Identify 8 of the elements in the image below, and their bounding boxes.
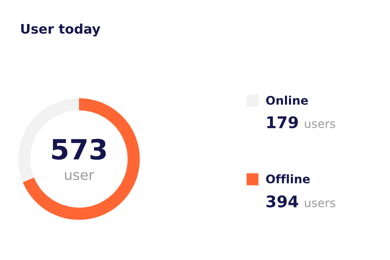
- text: 573: [52, 138, 106, 160]
- data-label: 179 users: [267, 116, 336, 128]
- data-label: 394 users: [266, 195, 336, 208]
- chart-title: User today: [21, 24, 100, 36]
- text: user: [65, 172, 94, 180]
- legend-label: Offline: [266, 174, 310, 184]
- legend-label: Online: [266, 96, 308, 105]
- donut-slice: [22, 98, 140, 220]
